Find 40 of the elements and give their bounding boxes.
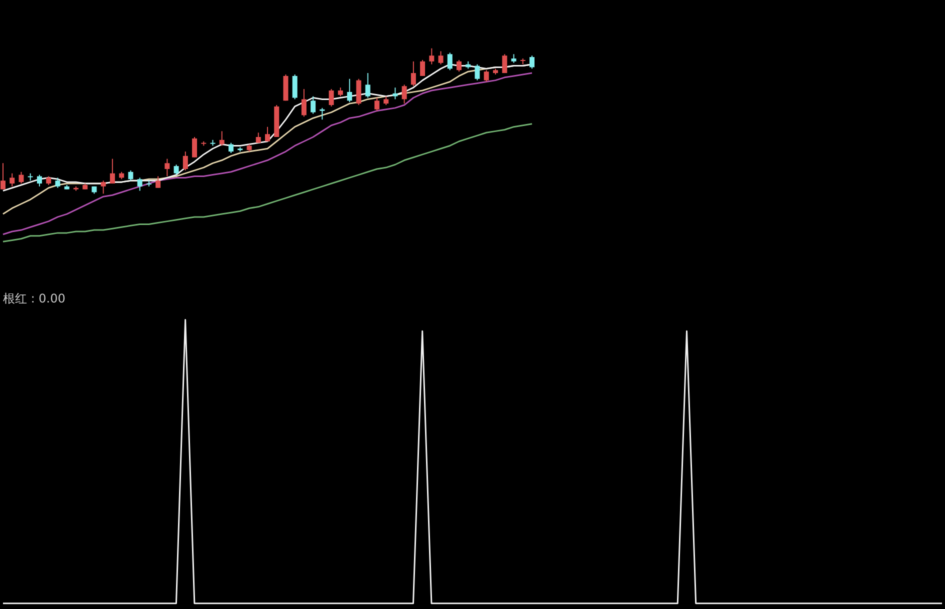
candlestick [18,171,24,184]
candlestick [392,87,398,100]
candlestick [456,59,462,72]
candlestick [110,158,115,184]
candlestick [174,164,179,176]
candlestick [192,136,198,158]
candlestick [265,126,270,142]
candlestick [228,142,234,154]
candlestick [410,60,416,87]
candlestick [530,55,534,70]
candlestick [137,177,142,192]
candlestick [292,74,298,100]
candlestick [356,78,362,106]
candlestick [55,177,60,188]
candlestick [447,52,452,71]
candlestick [502,54,508,74]
candlestick [420,59,426,76]
candlestick [328,88,334,107]
candlestick [156,176,161,188]
candlestick [429,48,434,65]
candlestick [402,84,407,104]
candlestick [438,50,444,65]
candlestick [128,170,134,182]
candlestick [365,72,370,98]
candlestick [164,158,170,177]
candlestick [100,180,106,194]
candlestick [0,162,6,190]
candlestick [36,174,42,187]
candlestick [374,97,380,112]
candlestick [310,96,316,114]
candlestick [182,151,188,171]
candlestick [219,130,224,146]
chart-title: 根红 : 0.00 [3,291,66,306]
candlestick [10,172,15,187]
candlestick [474,64,480,81]
candlestick [256,132,261,144]
candlestick [484,70,489,82]
candlestick [320,107,325,120]
candlestick [347,78,352,103]
candlestick [301,88,306,118]
